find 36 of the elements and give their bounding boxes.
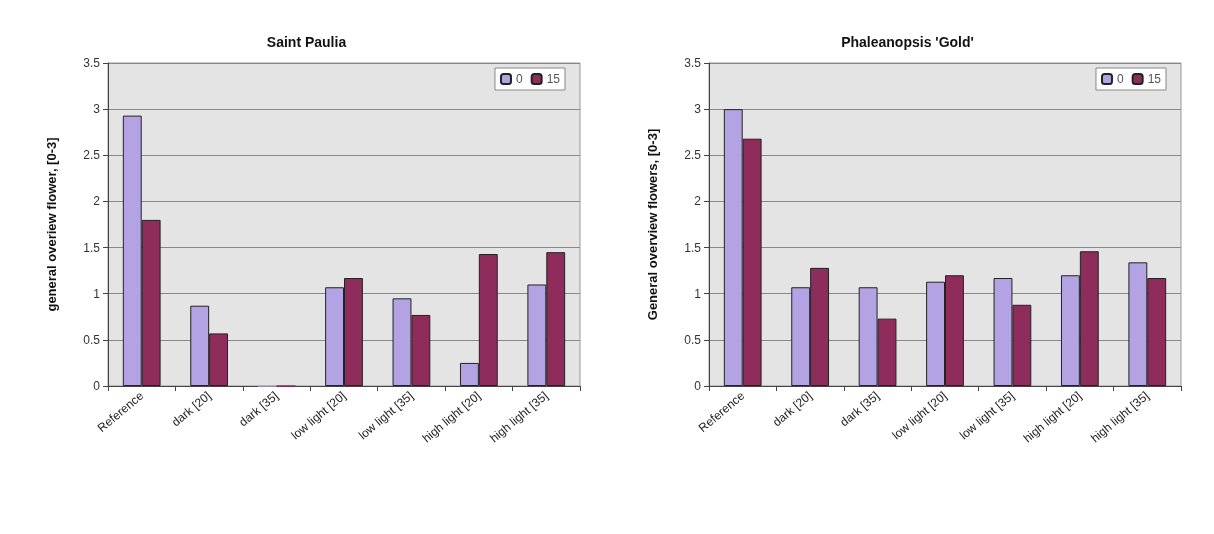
y-tick-label: 0.5 (83, 332, 101, 347)
chart-title: Saint Paulia (266, 34, 347, 50)
y-tick-label: 1.5 (83, 240, 101, 255)
x-tick-label: high light [20] (419, 388, 484, 446)
legend-label: 15 (546, 72, 561, 86)
y-tick-label: 3 (93, 102, 101, 117)
y-tick-label: 3.5 (83, 56, 101, 70)
y-tick-label: 2 (93, 194, 101, 209)
legend-label: 15 (1147, 72, 1162, 86)
y-tick-label: 1 (694, 286, 702, 301)
x-tick-label: high light [35] (1088, 388, 1152, 446)
x-tick-label: low light [35] (956, 388, 1017, 443)
y-tick-label: 0.5 (684, 332, 702, 347)
x-tick-label: dark [20] (769, 388, 815, 430)
x-tick-label: low light [20] (288, 388, 349, 443)
y-tick-label: 1 (93, 286, 101, 301)
x-tick-label: low light [20] (889, 388, 950, 443)
y-axis-title: general overiew flower, [0-3] (44, 137, 59, 312)
x-tick-label: high light [20] (1020, 388, 1085, 446)
y-tick-label: 3 (694, 102, 702, 117)
y-tick-label: 2.5 (83, 148, 101, 163)
chart-title: Phaleanopsis 'Gold' (841, 34, 974, 50)
x-tick-label: dark [35] (837, 388, 883, 430)
y-tick-label: 2.5 (684, 148, 702, 163)
x-tick-label: low light [35] (355, 388, 416, 443)
y-tick-label: 2 (694, 194, 702, 209)
x-tick-label: dark [20] (168, 388, 214, 430)
legend-label: 0 (515, 72, 523, 86)
x-tick-label: high light [35] (487, 388, 551, 446)
y-tick-label: 0 (93, 379, 101, 393)
y-tick-label: 0 (694, 379, 702, 393)
x-tick-label: dark [35] (236, 388, 282, 430)
y-axis-title: General overview flowers, [0-3] (645, 128, 660, 321)
y-tick-label: 1.5 (684, 240, 702, 255)
legend-label: 0 (1116, 72, 1124, 86)
y-tick-label: 3.5 (684, 56, 702, 70)
